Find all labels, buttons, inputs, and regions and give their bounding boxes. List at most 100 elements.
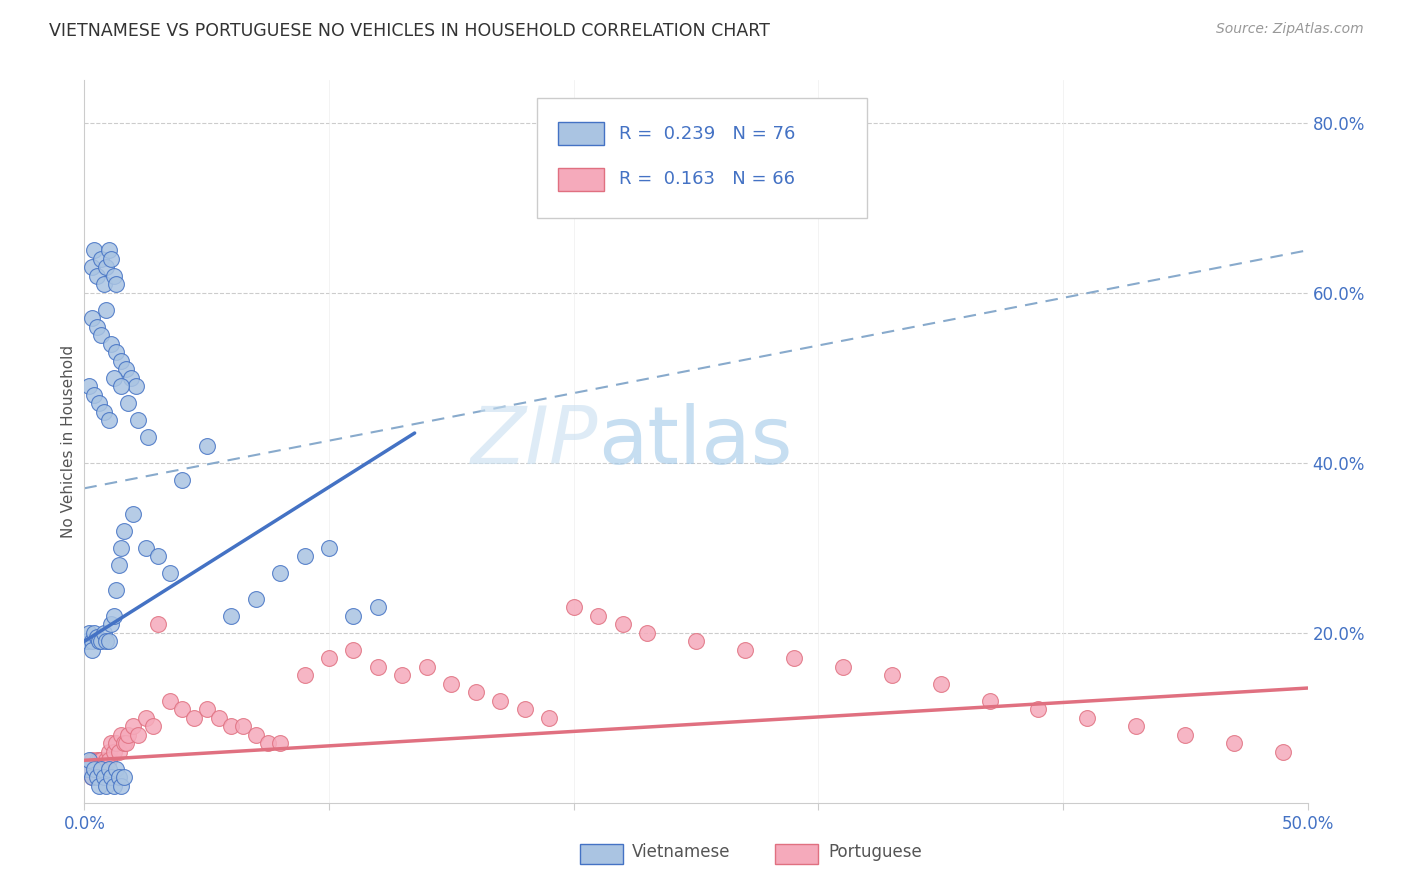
Point — [586, 608, 609, 623]
Text: Portuguese: Portuguese — [828, 843, 922, 861]
Point — [110, 353, 132, 368]
Point — [208, 711, 231, 725]
Point — [80, 770, 103, 784]
Point — [112, 736, 135, 750]
Point — [100, 736, 122, 750]
Point — [416, 660, 439, 674]
Point — [100, 252, 122, 266]
Point — [105, 277, 128, 292]
Point — [86, 319, 108, 334]
Point — [146, 549, 169, 564]
Point — [110, 541, 132, 555]
Point — [83, 625, 105, 640]
Point — [269, 566, 291, 581]
Text: ZIP: ZIP — [471, 402, 598, 481]
Point — [294, 668, 316, 682]
Point — [86, 753, 108, 767]
Point — [105, 345, 128, 359]
FancyBboxPatch shape — [537, 98, 868, 218]
Point — [83, 388, 105, 402]
Point — [318, 541, 340, 555]
Point — [77, 625, 100, 640]
Point — [117, 396, 139, 410]
Point — [172, 702, 194, 716]
Point — [96, 634, 118, 648]
Point — [87, 762, 110, 776]
Point — [100, 336, 122, 351]
Point — [97, 745, 120, 759]
Point — [110, 779, 132, 793]
Point — [93, 770, 115, 784]
Point — [103, 608, 125, 623]
Point — [257, 736, 280, 750]
Point — [612, 617, 634, 632]
Point — [120, 371, 142, 385]
Point — [136, 430, 159, 444]
Text: VIETNAMESE VS PORTUGUESE NO VEHICLES IN HOUSEHOLD CORRELATION CHART: VIETNAMESE VS PORTUGUESE NO VEHICLES IN … — [49, 22, 770, 40]
Point — [146, 617, 169, 632]
Point — [1028, 702, 1050, 716]
Point — [90, 252, 112, 266]
Point — [105, 736, 128, 750]
Point — [135, 711, 157, 725]
FancyBboxPatch shape — [558, 122, 605, 145]
Point — [76, 762, 98, 776]
Text: Source: ZipAtlas.com: Source: ZipAtlas.com — [1216, 22, 1364, 37]
Point — [159, 694, 181, 708]
Point — [87, 396, 110, 410]
Point — [1223, 736, 1246, 750]
Point — [103, 779, 125, 793]
Point — [93, 762, 115, 776]
Point — [83, 762, 105, 776]
Point — [513, 702, 536, 716]
Point — [100, 770, 122, 784]
Point — [93, 405, 115, 419]
Point — [318, 651, 340, 665]
Point — [172, 473, 194, 487]
Point — [107, 770, 129, 784]
Point — [489, 694, 512, 708]
Point — [979, 694, 1001, 708]
Point — [159, 566, 181, 581]
Point — [90, 634, 112, 648]
Point — [103, 745, 125, 759]
Point — [342, 608, 364, 623]
Point — [77, 379, 100, 393]
Point — [86, 268, 108, 283]
Point — [97, 634, 120, 648]
Point — [83, 762, 105, 776]
Point — [112, 770, 135, 784]
Point — [96, 779, 118, 793]
Point — [80, 311, 103, 326]
Point — [1272, 745, 1295, 759]
Point — [562, 600, 585, 615]
Point — [97, 244, 120, 258]
Point — [245, 728, 267, 742]
Point — [142, 719, 165, 733]
Point — [90, 762, 112, 776]
FancyBboxPatch shape — [776, 844, 818, 864]
Point — [342, 642, 364, 657]
Point — [96, 753, 118, 767]
Point — [112, 524, 135, 538]
Text: Vietnamese: Vietnamese — [633, 843, 731, 861]
Point — [80, 260, 103, 275]
Point — [103, 371, 125, 385]
Point — [734, 642, 756, 657]
Point — [1174, 728, 1197, 742]
Point — [90, 762, 112, 776]
Point — [97, 753, 120, 767]
Point — [87, 753, 110, 767]
Point — [100, 617, 122, 632]
Point — [76, 762, 98, 776]
Point — [90, 328, 112, 343]
Point — [93, 277, 115, 292]
Point — [685, 634, 707, 648]
Point — [831, 660, 853, 674]
Point — [538, 711, 561, 725]
Y-axis label: No Vehicles in Household: No Vehicles in Household — [60, 345, 76, 538]
Point — [294, 549, 316, 564]
Point — [86, 770, 108, 784]
Point — [77, 762, 100, 776]
Point — [105, 762, 128, 776]
